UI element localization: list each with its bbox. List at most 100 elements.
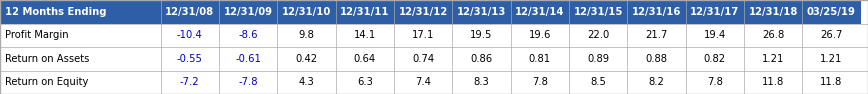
Text: -0.55: -0.55 bbox=[177, 54, 203, 64]
FancyBboxPatch shape bbox=[219, 70, 277, 94]
FancyBboxPatch shape bbox=[686, 0, 744, 24]
Text: 19.5: 19.5 bbox=[470, 30, 492, 40]
Text: 12/31/12: 12/31/12 bbox=[398, 7, 448, 17]
Text: 21.7: 21.7 bbox=[645, 30, 667, 40]
Text: 7.8: 7.8 bbox=[707, 77, 723, 87]
Text: -10.4: -10.4 bbox=[177, 30, 202, 40]
FancyBboxPatch shape bbox=[219, 24, 277, 47]
FancyBboxPatch shape bbox=[0, 24, 161, 47]
Text: 1.21: 1.21 bbox=[762, 54, 784, 64]
Text: 14.1: 14.1 bbox=[353, 30, 376, 40]
Text: 6.3: 6.3 bbox=[357, 77, 372, 87]
FancyBboxPatch shape bbox=[510, 47, 569, 70]
Text: -7.8: -7.8 bbox=[239, 77, 258, 87]
Text: 03/25/19: 03/25/19 bbox=[807, 7, 856, 17]
Text: 8.3: 8.3 bbox=[474, 77, 490, 87]
Text: 0.82: 0.82 bbox=[704, 54, 726, 64]
FancyBboxPatch shape bbox=[510, 24, 569, 47]
FancyBboxPatch shape bbox=[0, 70, 161, 94]
Text: 4.3: 4.3 bbox=[299, 77, 314, 87]
Text: 12/31/10: 12/31/10 bbox=[282, 7, 331, 17]
FancyBboxPatch shape bbox=[628, 47, 686, 70]
Text: 12/31/09: 12/31/09 bbox=[224, 7, 273, 17]
Text: -8.6: -8.6 bbox=[239, 30, 258, 40]
FancyBboxPatch shape bbox=[802, 24, 860, 47]
FancyBboxPatch shape bbox=[802, 0, 860, 24]
Text: 17.1: 17.1 bbox=[412, 30, 434, 40]
FancyBboxPatch shape bbox=[161, 24, 219, 47]
FancyBboxPatch shape bbox=[686, 47, 744, 70]
Text: 0.42: 0.42 bbox=[295, 54, 318, 64]
Text: 12/31/13: 12/31/13 bbox=[457, 7, 506, 17]
Text: Return on Equity: Return on Equity bbox=[5, 77, 89, 87]
FancyBboxPatch shape bbox=[628, 70, 686, 94]
FancyBboxPatch shape bbox=[161, 47, 219, 70]
Text: 22.0: 22.0 bbox=[587, 30, 609, 40]
FancyBboxPatch shape bbox=[569, 47, 628, 70]
Text: -0.61: -0.61 bbox=[235, 54, 261, 64]
Text: 12/31/08: 12/31/08 bbox=[165, 7, 214, 17]
Text: 12/31/18: 12/31/18 bbox=[748, 7, 798, 17]
FancyBboxPatch shape bbox=[510, 70, 569, 94]
FancyBboxPatch shape bbox=[452, 24, 510, 47]
FancyBboxPatch shape bbox=[802, 70, 860, 94]
Text: 26.7: 26.7 bbox=[820, 30, 843, 40]
FancyBboxPatch shape bbox=[452, 47, 510, 70]
FancyBboxPatch shape bbox=[744, 47, 802, 70]
Text: 0.88: 0.88 bbox=[646, 54, 667, 64]
FancyBboxPatch shape bbox=[277, 70, 336, 94]
Text: 11.8: 11.8 bbox=[820, 77, 843, 87]
Text: 19.6: 19.6 bbox=[529, 30, 551, 40]
FancyBboxPatch shape bbox=[161, 0, 219, 24]
Text: 8.2: 8.2 bbox=[648, 77, 664, 87]
FancyBboxPatch shape bbox=[628, 0, 686, 24]
FancyBboxPatch shape bbox=[569, 0, 628, 24]
FancyBboxPatch shape bbox=[802, 47, 860, 70]
Text: 0.86: 0.86 bbox=[470, 54, 492, 64]
Text: 0.81: 0.81 bbox=[529, 54, 551, 64]
FancyBboxPatch shape bbox=[744, 70, 802, 94]
FancyBboxPatch shape bbox=[510, 0, 569, 24]
FancyBboxPatch shape bbox=[686, 24, 744, 47]
FancyBboxPatch shape bbox=[452, 0, 510, 24]
Text: 12/31/14: 12/31/14 bbox=[515, 7, 564, 17]
FancyBboxPatch shape bbox=[0, 47, 161, 70]
FancyBboxPatch shape bbox=[277, 47, 336, 70]
Text: 7.4: 7.4 bbox=[415, 77, 431, 87]
FancyBboxPatch shape bbox=[336, 0, 394, 24]
Text: 19.4: 19.4 bbox=[704, 30, 726, 40]
Text: 26.8: 26.8 bbox=[762, 30, 784, 40]
FancyBboxPatch shape bbox=[452, 70, 510, 94]
FancyBboxPatch shape bbox=[219, 47, 277, 70]
FancyBboxPatch shape bbox=[628, 24, 686, 47]
Text: 12/31/15: 12/31/15 bbox=[574, 7, 622, 17]
Text: Profit Margin: Profit Margin bbox=[5, 30, 69, 40]
FancyBboxPatch shape bbox=[161, 70, 219, 94]
Text: 12/31/17: 12/31/17 bbox=[690, 7, 740, 17]
Text: 12/31/16: 12/31/16 bbox=[632, 7, 681, 17]
Text: 0.64: 0.64 bbox=[353, 54, 376, 64]
FancyBboxPatch shape bbox=[336, 24, 394, 47]
FancyBboxPatch shape bbox=[394, 47, 452, 70]
Text: 0.74: 0.74 bbox=[412, 54, 434, 64]
FancyBboxPatch shape bbox=[336, 70, 394, 94]
FancyBboxPatch shape bbox=[336, 47, 394, 70]
FancyBboxPatch shape bbox=[744, 24, 802, 47]
FancyBboxPatch shape bbox=[569, 24, 628, 47]
Text: 1.21: 1.21 bbox=[820, 54, 843, 64]
Text: 8.5: 8.5 bbox=[590, 77, 606, 87]
Text: 7.8: 7.8 bbox=[532, 77, 548, 87]
Text: 12 Months Ending: 12 Months Ending bbox=[5, 7, 107, 17]
FancyBboxPatch shape bbox=[686, 70, 744, 94]
Text: 12/31/11: 12/31/11 bbox=[340, 7, 390, 17]
FancyBboxPatch shape bbox=[744, 0, 802, 24]
FancyBboxPatch shape bbox=[0, 0, 161, 24]
FancyBboxPatch shape bbox=[219, 0, 277, 24]
Text: 11.8: 11.8 bbox=[762, 77, 784, 87]
Text: -7.2: -7.2 bbox=[180, 77, 200, 87]
Text: Return on Assets: Return on Assets bbox=[5, 54, 89, 64]
Text: 0.89: 0.89 bbox=[587, 54, 609, 64]
FancyBboxPatch shape bbox=[394, 24, 452, 47]
FancyBboxPatch shape bbox=[277, 0, 336, 24]
Text: 9.8: 9.8 bbox=[299, 30, 314, 40]
